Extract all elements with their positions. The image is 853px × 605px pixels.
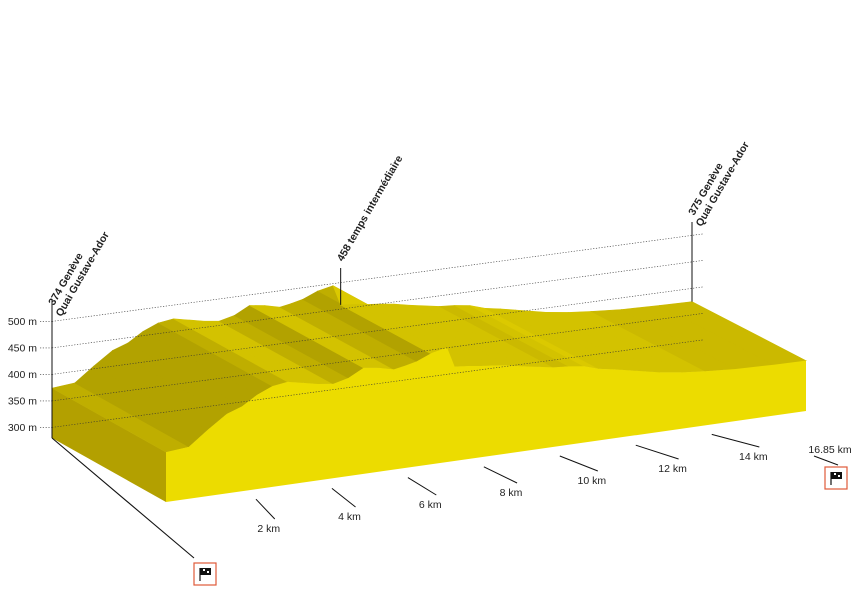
profile-terrain-bands [51, 285, 807, 453]
x-tick-label: 12 km [658, 463, 687, 475]
y-tick-label: 300 m [8, 422, 37, 434]
x-tick-label: 4 km [338, 511, 361, 523]
y-tick-label: 450 m [8, 342, 37, 354]
gridline-350 [51, 313, 704, 402]
x-tick-label: 6 km [419, 499, 442, 511]
y-tick-label: 400 m [8, 369, 37, 381]
altitude-gridlines [51, 233, 704, 428]
gridline-400 [51, 286, 704, 375]
start-flag-icon-check [203, 569, 205, 571]
x-tick-mark [255, 498, 276, 520]
finish-flag-icon [824, 466, 848, 490]
gridline-500 [51, 233, 704, 322]
waypoint-label-line1: 458 temps intermédiaire [335, 153, 406, 263]
x-tick-mark [635, 444, 679, 460]
x-tick-label: 14 km [739, 451, 768, 463]
x-tick-label: 2 km [257, 523, 280, 535]
y-tick-label: 350 m [8, 395, 37, 407]
x-tick-mark [711, 433, 760, 448]
start-flag-icon-check [207, 571, 209, 573]
gridline-300 [51, 339, 704, 428]
x-tick-mark [331, 488, 356, 508]
flags [193, 466, 848, 586]
profile-front-face [166, 347, 806, 502]
start-flag-icon-cloth [200, 568, 211, 575]
start-flag-icon [193, 562, 217, 586]
finish-flag-icon-check [838, 475, 840, 477]
front-face [166, 347, 806, 502]
x-tick-label: 10 km [578, 475, 607, 487]
y-tick-label: 500 m [8, 316, 37, 328]
x-tick-mark [407, 477, 437, 496]
finish-flag-icon-cloth [831, 472, 842, 479]
finish-flag-icon-check [834, 473, 836, 475]
gridline-450 [51, 260, 704, 349]
side-face [52, 388, 166, 502]
x-tick-mark [483, 466, 518, 484]
x-tick-mark [559, 455, 599, 472]
total-distance-label: 16.85 km [808, 444, 851, 456]
end-tick-mark [813, 455, 839, 466]
waypoint-label: 458 temps intermédiaire [335, 153, 406, 263]
start-edge-line [51, 437, 195, 559]
y-axis-labels: 300 m 350 m 400 m 450 m 500 m [8, 300, 53, 438]
x-axis-ticks: 2 km 4 km 6 km 8 km 10 km 12 km 14 km 16.85 km [51, 433, 852, 559]
x-tick-label: 8 km [500, 487, 523, 499]
